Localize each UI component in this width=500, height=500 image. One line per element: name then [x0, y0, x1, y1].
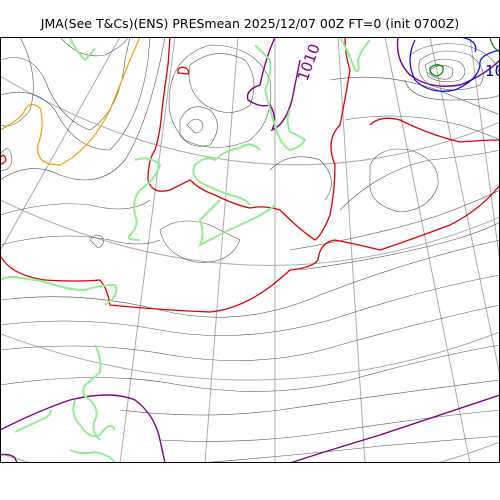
isobar-green	[429, 64, 444, 77]
isobar-blue-inner	[440, 37, 477, 53]
isobar	[429, 65, 454, 80]
latitude-line	[0, 331, 500, 381]
longitude-line	[384, 37, 471, 463]
isobar	[409, 43, 500, 81]
isobar-purple-corner	[0, 453, 18, 463]
isobar	[0, 274, 500, 336]
isobar	[329, 76, 500, 116]
latitude-line	[0, 75, 500, 166]
isobar	[89, 234, 104, 249]
isobar	[0, 37, 166, 181]
latitude-line	[0, 199, 500, 266]
isobar	[339, 149, 500, 211]
longitude-line	[119, 37, 176, 463]
isobar	[188, 53, 255, 113]
isobar	[404, 79, 500, 101]
isobar-purple-low	[396, 37, 500, 87]
isobar-red	[0, 184, 500, 313]
coastline-northwest	[69, 37, 96, 62]
isobar	[0, 148, 13, 171]
isobar-red	[177, 66, 190, 75]
coastline-korea	[127, 157, 162, 241]
isobar	[0, 37, 131, 131]
coastline-kamchatka	[254, 44, 307, 152]
isobar	[186, 118, 203, 134]
coastline-china-east	[0, 275, 118, 306]
isobar-1010-purple	[246, 37, 301, 132]
isobars-thin	[0, 37, 500, 463]
isobar	[119, 379, 500, 416]
isobar-red	[369, 117, 500, 143]
isobar	[269, 156, 332, 201]
isobar	[418, 50, 484, 91]
coastline-southwest	[14, 409, 52, 433]
isobar	[424, 58, 466, 83]
coastlines	[0, 37, 371, 463]
isobar	[159, 220, 241, 263]
isobar-green	[489, 37, 500, 53]
isobar	[289, 189, 500, 251]
isobar-purple-south	[0, 394, 166, 463]
coastline-philippines-south	[69, 449, 116, 463]
isobar	[369, 148, 439, 213]
isobar	[0, 235, 161, 246]
isobar-red	[0, 154, 7, 165]
isobar	[0, 239, 500, 318]
coastline-honshu	[197, 199, 276, 248]
coastline-philippines-north	[72, 399, 116, 438]
coastline-sakhalin	[339, 37, 371, 73]
longitude-line	[429, 37, 500, 379]
isobars-red	[0, 37, 500, 313]
contour-label-1010: 1010	[294, 41, 324, 83]
isobar	[179, 106, 218, 147]
longitude-line	[204, 37, 239, 463]
isobar-red	[147, 37, 351, 241]
isobar	[0, 199, 151, 216]
longitude-line	[0, 37, 121, 253]
isobar	[199, 435, 500, 463]
isobar	[168, 44, 272, 148]
isobar	[159, 409, 500, 442]
isobar-purple-southeast	[289, 394, 500, 463]
coastline-hokkaido	[192, 143, 261, 206]
isobar	[344, 115, 500, 141]
graticule	[0, 37, 500, 463]
isobar-blue	[409, 39, 500, 92]
isobar	[299, 221, 500, 271]
contour-label-10: 10	[485, 62, 500, 80]
isobar-orange	[0, 37, 141, 166]
isobar	[0, 37, 34, 127]
isobar	[0, 37, 151, 151]
longitude-line	[337, 37, 366, 463]
isobar	[0, 304, 500, 361]
isobar	[0, 344, 500, 392]
isobars-green	[429, 37, 500, 77]
map-title: JMA(See T&Cs)(ENS) PRESmean 2025/12/07 0…	[40, 16, 460, 31]
isobar	[59, 37, 129, 57]
coastline-taiwan	[82, 344, 102, 441]
latitude-line	[0, 441, 500, 463]
